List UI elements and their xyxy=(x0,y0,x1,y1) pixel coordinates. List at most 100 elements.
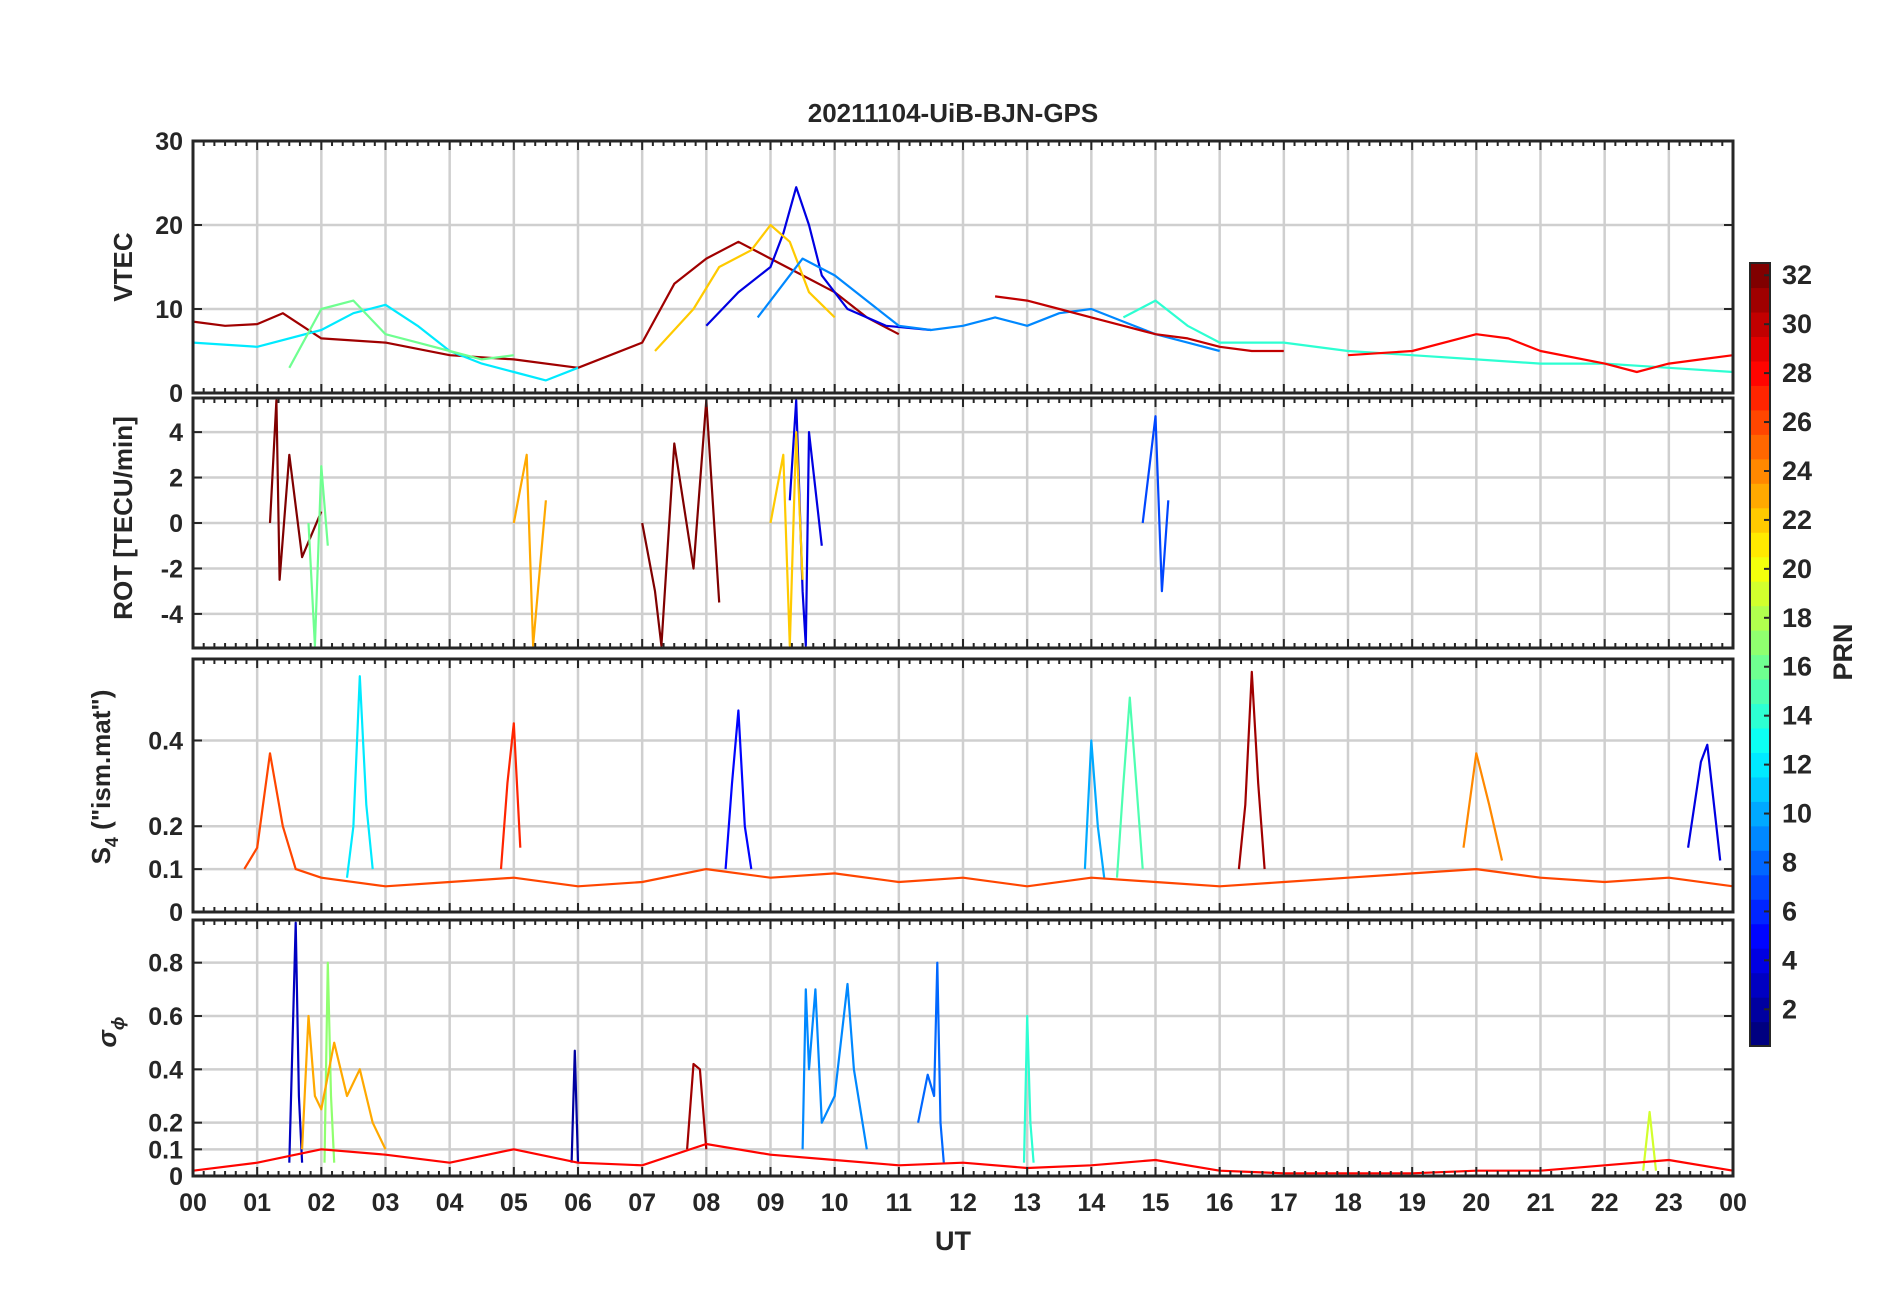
y-tick-label: 2 xyxy=(169,465,183,493)
colorbar-segment xyxy=(1750,801,1770,827)
rot-ylabel: ROT [TECU/min] xyxy=(108,416,138,620)
y-tick-label: 0 xyxy=(169,899,183,927)
colorbar-segment xyxy=(1750,948,1770,974)
s4-ylabel-sub: 4 xyxy=(102,837,122,847)
x-tick-label: 04 xyxy=(436,1189,464,1217)
series-line-prn-5 xyxy=(724,709,753,870)
colorbar-segment xyxy=(1750,727,1770,753)
colorbar-segment xyxy=(1750,678,1770,705)
y-tick-label: 0.2 xyxy=(148,813,183,841)
colorbar-tick-label: 26 xyxy=(1782,407,1812,437)
colorbar-segment xyxy=(1750,263,1770,289)
x-tick-label: 11 xyxy=(886,1189,913,1217)
colorbar-frame xyxy=(1749,262,1771,1047)
y-tick-label: 0.2 xyxy=(148,1110,183,1138)
colorbar-tick-label: 30 xyxy=(1782,309,1812,339)
colorbar-segment xyxy=(1750,483,1770,509)
sigma-phi-main: σ xyxy=(92,1028,122,1047)
colorbar-segment xyxy=(1750,654,1770,680)
x-tick-label: 18 xyxy=(1334,1189,1362,1217)
x-tick-label: 23 xyxy=(1655,1189,1683,1217)
panel-vtec: 0 10 20 30 xyxy=(155,128,1735,408)
colorbar-tick-label: 10 xyxy=(1782,799,1812,829)
x-tick-label: 13 xyxy=(1013,1189,1041,1217)
series-line-prn-28 xyxy=(1347,333,1734,374)
panel-s4: 0 0.1 0.2 0.4 xyxy=(148,657,1735,927)
colorbar-segment xyxy=(1750,605,1770,631)
sigma-phi-ylabel: σϕ xyxy=(92,1017,128,1048)
x-tick-label: 14 xyxy=(1077,1189,1105,1217)
y-tick-label: 0.6 xyxy=(148,1003,183,1031)
colorbar-segment xyxy=(1750,703,1770,729)
series-line-prn-31 xyxy=(192,240,900,369)
y-tick-label: 0 xyxy=(169,510,183,538)
series-line-prn-32 xyxy=(268,399,323,581)
colorbar-tick-label: 14 xyxy=(1782,701,1812,731)
colorbar-segment xyxy=(1750,311,1770,338)
x-tick-label: 20 xyxy=(1462,1189,1490,1217)
y-tick-label: 4 xyxy=(169,419,183,447)
colorbar-tick-label: 16 xyxy=(1782,652,1812,682)
x-tick-label: 05 xyxy=(500,1189,528,1217)
colorbar-segment xyxy=(1750,409,1770,435)
series-line-prn-9 xyxy=(801,982,868,1150)
colorbar-segment xyxy=(1750,825,1770,851)
series-line-prn-8 xyxy=(917,961,945,1163)
x-axis-label: UT xyxy=(935,1226,971,1256)
colorbar-tick-label: 2 xyxy=(1782,994,1797,1024)
x-tick-label: 21 xyxy=(1527,1189,1555,1217)
series-line-prn-4 xyxy=(705,186,932,332)
figure-title: 20211104-UiB-BJN-GPS xyxy=(808,98,1098,128)
series-line-prn-22 xyxy=(769,431,804,647)
y-tick-label: 0.1 xyxy=(148,856,183,884)
colorbar-segment xyxy=(1750,899,1770,925)
colorbar-segment xyxy=(1750,874,1770,900)
colorbar-tick-label: 24 xyxy=(1782,456,1812,486)
colorbar-segment xyxy=(1750,1021,1770,1047)
x-tick-label: 10 xyxy=(821,1189,849,1217)
colorbar-tick-label: 28 xyxy=(1782,358,1812,388)
series-line-prn-31 xyxy=(686,1062,708,1150)
colorbar-segment xyxy=(1750,972,1770,998)
colorbar-segment xyxy=(1750,850,1770,876)
series-line-prn-27 xyxy=(499,722,522,870)
series-line-prn-26 xyxy=(243,752,1734,888)
colorbar-segment xyxy=(1750,385,1770,411)
series-line-prn-23 xyxy=(512,453,547,647)
x-tick-label: 22 xyxy=(1591,1189,1619,1217)
x-tick-label: 07 xyxy=(628,1189,656,1217)
colorbar-label: PRN xyxy=(1828,623,1858,680)
colorbar-segment xyxy=(1750,507,1770,533)
colorbar-segment xyxy=(1750,458,1770,484)
s4-ylabel-main: S xyxy=(86,847,116,864)
y-tick-label: 30 xyxy=(155,128,183,156)
colorbar-tick-label: 12 xyxy=(1782,750,1812,780)
series-line-prn-7 xyxy=(1141,415,1170,593)
x-tick-label: 02 xyxy=(307,1189,335,1217)
colorbar-segment xyxy=(1750,434,1770,460)
panel-rot: -4 -2 0 2 4 xyxy=(161,396,1735,650)
x-tick-label: 06 xyxy=(564,1189,592,1217)
colorbar-segment xyxy=(1750,776,1770,802)
colorbar-segment xyxy=(1750,360,1770,386)
x-tick-label: 15 xyxy=(1142,1189,1170,1217)
series-line-prn-31 xyxy=(1237,670,1266,870)
colorbar-segment xyxy=(1750,997,1770,1023)
colorbar-segment xyxy=(1750,581,1770,607)
panel-sigma_phi: 00.10.2 0.4 0.6 0.8 xyxy=(148,918,1735,1191)
x-tick-label: 12 xyxy=(949,1189,977,1217)
colorbar-tick-label: 18 xyxy=(1782,603,1812,633)
y-tick-label: 0 xyxy=(169,380,183,408)
colorbar-tick-label: 6 xyxy=(1782,896,1797,926)
colorbar-tick-label: 4 xyxy=(1782,945,1797,975)
y-tick-label: 0 xyxy=(169,1163,183,1191)
series-line-prn-10 xyxy=(1083,739,1106,878)
series-line-prn-17 xyxy=(323,961,336,1163)
colorbar-segment xyxy=(1750,752,1770,778)
x-tick-label: 01 xyxy=(243,1189,271,1217)
colorbar-segment xyxy=(1750,630,1770,656)
y-tick-label: 0.4 xyxy=(148,727,183,755)
series-line-prn-24 xyxy=(1462,752,1504,861)
x-tick-label: 03 xyxy=(372,1189,400,1217)
y-tick-label: -4 xyxy=(161,601,183,629)
